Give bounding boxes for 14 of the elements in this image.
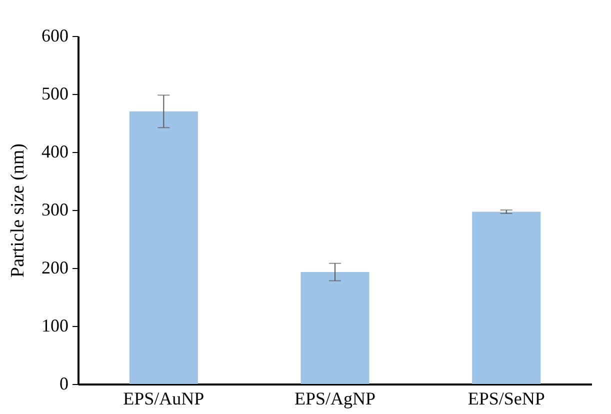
y-tick-label: 0: [60, 374, 68, 394]
y-axis-title: Particle size (nm): [8, 143, 28, 278]
y-tick-label: 400: [42, 142, 68, 162]
y-tick-label: 500: [42, 84, 68, 104]
bar: [300, 272, 370, 384]
y-tick-label: 300: [42, 200, 68, 220]
bar: [129, 111, 198, 384]
bar: [472, 212, 541, 384]
x-tick-label: EPS/SeNP: [468, 388, 545, 408]
y-tick-label: 200: [42, 258, 68, 278]
y-tick-label: 100: [42, 316, 68, 336]
x-tick-label: EPS/AgNP: [294, 388, 376, 408]
y-tick-label: 600: [42, 26, 68, 46]
x-tick-label: EPS/AuNP: [123, 388, 204, 408]
